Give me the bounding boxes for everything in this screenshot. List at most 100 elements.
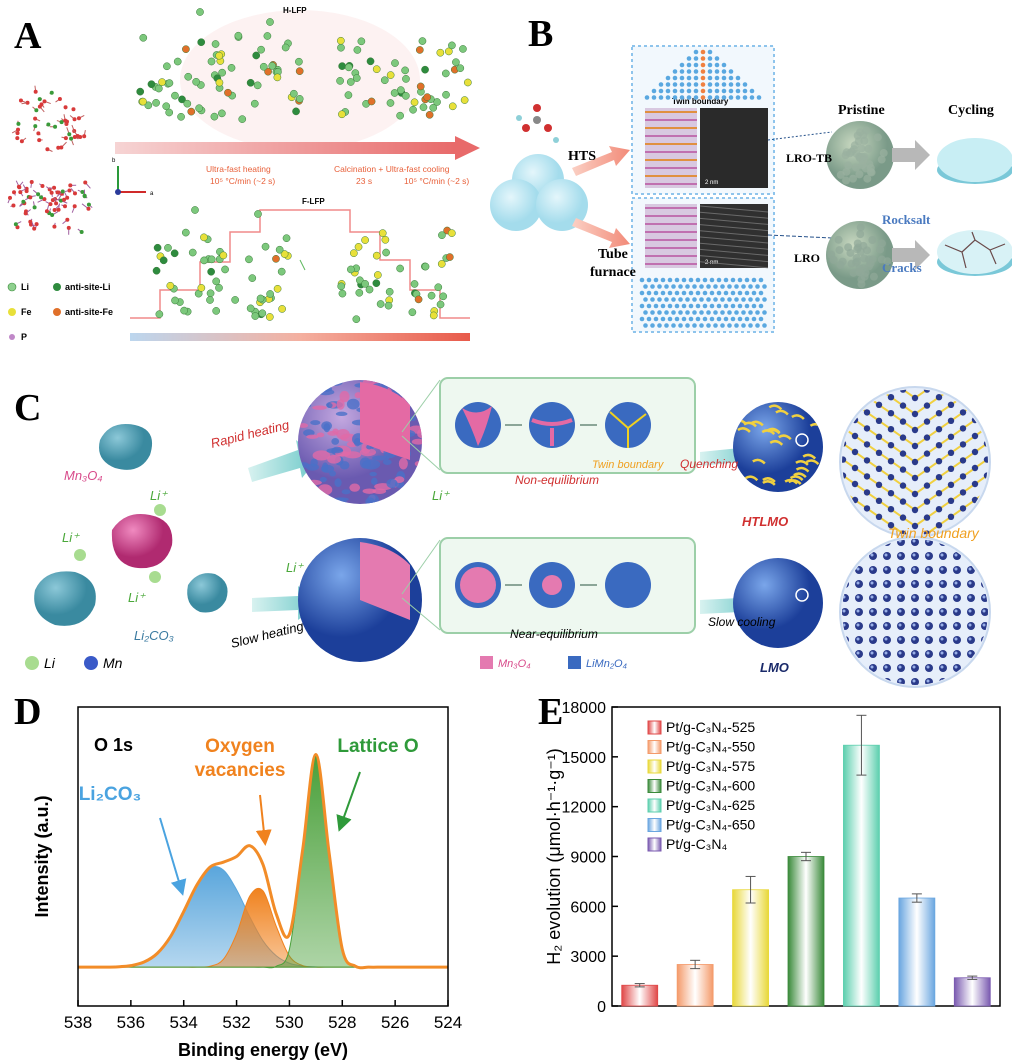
atom [357, 37, 366, 46]
lattice-dot [660, 316, 666, 322]
lattice-dot [983, 424, 988, 431]
cooling-rate: 10⁵ °C/min (~2 s) [404, 176, 469, 186]
lattice-dot [660, 277, 666, 283]
callout-line [401, 379, 441, 433]
lattice-dot [664, 297, 669, 302]
atom [139, 97, 147, 106]
domain [369, 471, 377, 477]
lattice-dot [940, 637, 944, 641]
twin-streak [762, 477, 776, 483]
lattice-dot [884, 567, 888, 571]
lattice-dot [899, 434, 907, 441]
domain [339, 461, 350, 470]
twin-streak [775, 409, 789, 416]
legend-swatch [53, 283, 61, 291]
lattice-dot [968, 651, 972, 655]
lattice-dot [664, 323, 669, 328]
lattice-dot [923, 434, 931, 441]
atom [215, 284, 223, 292]
lattice-dot [959, 393, 967, 400]
lattice-dot [657, 310, 662, 315]
lattice-dot [935, 442, 943, 449]
atom [39, 195, 44, 200]
domain [319, 498, 326, 504]
lattice-dot [695, 316, 701, 322]
atom [275, 245, 284, 254]
lattice-dot [737, 277, 743, 283]
lattice-dot [758, 316, 764, 322]
atom [278, 305, 286, 313]
process-arrow [115, 142, 455, 154]
twin-big-label: Twin boundary [888, 525, 980, 541]
annotation-arrow [255, 794, 272, 846]
lattice-dot [702, 316, 708, 322]
lattice-dot [678, 297, 683, 302]
lattice-dot [643, 284, 648, 289]
lattice-dot [856, 553, 860, 557]
atom [15, 225, 20, 230]
lattice-dot [840, 328, 846, 334]
cycling-label: Cycling [948, 103, 994, 118]
lattice-dot [856, 679, 860, 683]
lattice-dot [884, 623, 888, 627]
lattice-dot [887, 410, 895, 417]
domain [298, 423, 309, 428]
particle [34, 571, 96, 626]
lattice-dot [875, 389, 883, 392]
bump [856, 230, 865, 239]
bump [836, 170, 845, 179]
lattice-dot [744, 277, 750, 283]
structure-image [645, 108, 697, 188]
atom [429, 311, 438, 320]
panel-label: C [14, 387, 41, 429]
lattice-dot [751, 303, 757, 309]
lattice-dot [686, 88, 692, 94]
bar [898, 897, 936, 1007]
legend-label: Fe [21, 307, 32, 317]
lattice-dot [709, 316, 715, 322]
lattice-dot [665, 95, 671, 100]
fringe [699, 230, 769, 238]
scale-bar: 2 nm [705, 180, 718, 186]
lattice-dot [665, 88, 671, 94]
twin-streak [744, 475, 759, 482]
twin-streak [750, 420, 764, 427]
bump [842, 148, 851, 157]
atom [24, 189, 29, 194]
atom [441, 69, 450, 78]
bump [861, 268, 870, 277]
atom [170, 249, 179, 258]
lattice-dot [692, 323, 697, 328]
atom [65, 195, 70, 200]
y-tick-label: 6000 [570, 899, 606, 916]
atom [421, 65, 429, 74]
atom [264, 67, 272, 76]
lattice-dot [947, 389, 955, 392]
domain [382, 459, 392, 466]
grain [605, 562, 651, 608]
lattice-dot [646, 303, 652, 309]
twin-streak [766, 428, 781, 435]
lattice-dot [981, 566, 988, 574]
lattice-dot [870, 679, 874, 683]
lattice-dot [926, 623, 930, 627]
bump [857, 280, 866, 289]
lattice-dot [940, 581, 944, 585]
lattice-dot [762, 297, 767, 302]
twin-streak [802, 453, 817, 460]
atom [408, 308, 417, 317]
atom [224, 88, 232, 97]
lattice-dot [758, 277, 764, 283]
lattice-dot [899, 514, 907, 521]
lattice-dot [912, 581, 916, 585]
lattice-dot [947, 417, 955, 424]
lattice-dot [653, 277, 659, 283]
lattice-dot [699, 310, 704, 315]
atom [45, 147, 50, 152]
lattice-dot [658, 82, 664, 87]
domain [298, 486, 307, 496]
domain [306, 479, 322, 486]
bump [834, 235, 843, 244]
lattice-dot [864, 345, 870, 351]
atom [373, 271, 382, 279]
